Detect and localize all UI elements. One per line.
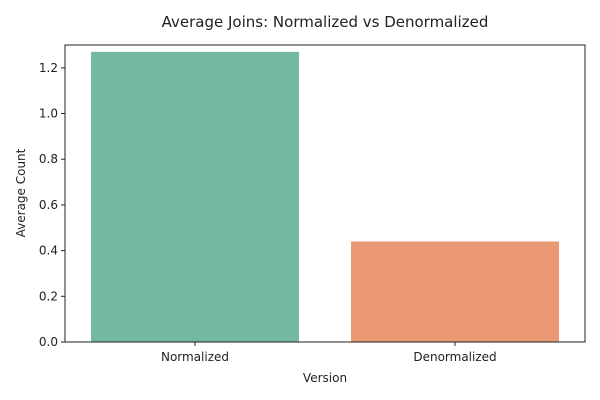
y-tick-label: 0.6	[39, 198, 58, 212]
y-axis-label: Average Count	[14, 148, 28, 237]
plot-area	[91, 51, 559, 342]
y-tick-label: 1.2	[39, 61, 58, 75]
y-tick-label: 1.0	[39, 107, 58, 121]
y-tick-label: 0.0	[39, 335, 58, 349]
x-tick-label: Denormalized	[413, 350, 496, 364]
plot-frame	[64, 44, 586, 343]
chart-title: Average Joins: Normalized vs Denormalize…	[162, 13, 489, 31]
y-tick-label: 0.4	[39, 244, 58, 258]
bar-normalized	[91, 51, 299, 342]
bar-denormalized	[351, 241, 559, 342]
x-tick-label: Normalized	[161, 350, 229, 364]
y-axis: 0.0 0.2 0.4 0.6 0.8 1.0 1.2	[39, 61, 65, 349]
x-axis: Normalized Denormalized	[161, 342, 497, 364]
x-axis-label: Version	[303, 371, 347, 385]
y-tick-label: 0.8	[39, 152, 58, 166]
y-tick-label: 0.2	[39, 289, 58, 303]
